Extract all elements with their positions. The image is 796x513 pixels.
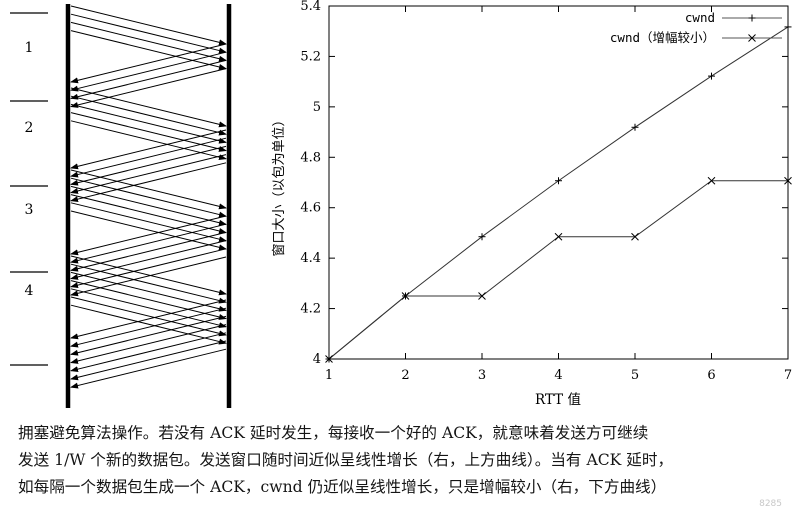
watermark: 8285 [759, 499, 782, 509]
data-packet-arrow [70, 202, 227, 243]
data-packet-arrow [70, 95, 227, 136]
ack-arrow [70, 348, 227, 389]
y-tick-label: 5.2 [300, 49, 321, 64]
ack-arrow [70, 154, 227, 194]
ack-arrow [70, 332, 227, 373]
x-axis-label: RTT 值 [535, 392, 581, 408]
ack-arrow [70, 68, 227, 108]
data-point-cwnd [555, 177, 562, 185]
data-point-cwnd-smaller [325, 355, 333, 363]
data-packet-arrow [70, 280, 227, 320]
x-tick-label: 3 [478, 368, 486, 383]
caption-line-1: 拥塞避免算法操作。若没有 ACK 延时发生，每接收一个好的 ACK，就意味着发送… [18, 424, 649, 442]
data-packet-arrow [70, 255, 227, 296]
y-tick-label: 4.8 [300, 150, 321, 165]
data-point-cwnd-smaller [401, 292, 410, 300]
data-packet-arrow [70, 120, 227, 161]
y-tick-label: 4.6 [300, 201, 321, 216]
ack-arrow [70, 315, 227, 356]
caption-line-2: 发送 1/W 个新的数据包。发送窗口随时间近似呈线性增长（右，上方曲线）。当有 … [18, 451, 674, 469]
rtt-label-1: 1 [25, 40, 34, 56]
data-packet-arrow [70, 210, 227, 251]
x-tick-label: 7 [784, 368, 792, 383]
data-packet-arrow [70, 185, 227, 226]
data-packet-arrow [70, 21, 227, 62]
data-point-cwnd-smaller [478, 292, 486, 300]
x-tick-label: 2 [401, 368, 409, 383]
cwnd-chart: 1 2 3 4 5 6 7 4 4.2 4.4 4.6 4.8 5 5.2 5.4 RTT 值 窗口大小（以… [271, 0, 792, 408]
legend-marker-cross [748, 34, 756, 42]
sequence-timeline-diagram: 1 2 3 4 [10, 4, 232, 408]
data-point-cwnd-smaller [554, 232, 563, 241]
ack-arrow [70, 231, 227, 272]
data-packet-arrow [70, 177, 227, 218]
rtt-label-4: 4 [25, 283, 34, 299]
ack-arrow [70, 162, 227, 203]
data-packet-arrow [70, 169, 227, 210]
data-packet-arrow [70, 5, 227, 46]
x-tick-label: 4 [554, 368, 562, 383]
data-packet-arrow [70, 194, 227, 234]
data-point-cwnd [478, 233, 486, 241]
ack-arrow [70, 129, 227, 170]
ack-arrow [70, 137, 227, 178]
x-tick-label: 6 [707, 368, 715, 383]
figure-caption: 拥塞避免算法操作。若没有 ACK 延时发生，每接收一个好的 ACK，就意味着发送… [18, 420, 788, 501]
y-axis-label: 窗口大小（以包为单位） [271, 113, 287, 256]
legend: cwnd cwnd（增幅较小） [610, 10, 782, 45]
legend-markers [748, 14, 756, 42]
figure: 1 2 3 4 1 2 3 4 5 6 7 4 4.2 4.4 4.6 4.8 5 5.2 5.4 RTT … [10, 0, 792, 408]
rtt-divider-lines [10, 12, 48, 366]
data-packet-arrow [70, 103, 227, 144]
legend-marker-plus [748, 14, 756, 22]
data-packet-arrow [70, 288, 227, 329]
y-tick-label: 5.4 [300, 0, 321, 14]
x-tick-label: 1 [325, 368, 333, 383]
ack-arrow [70, 223, 227, 264]
x-tick-label: 5 [631, 368, 639, 383]
axis-ticks: 1 2 3 4 5 6 7 4 4.2 4.4 4.6 4.8 5 5.2 5.4 [300, 0, 792, 383]
y-tick-label: 4.4 [300, 251, 321, 266]
data-packet-arrow [70, 112, 227, 152]
y-tick-label: 5 [313, 100, 321, 115]
ack-arrow [70, 340, 227, 381]
ack-arrow [70, 248, 227, 289]
data-point-cwnd-smaller [784, 176, 792, 185]
ack-arrow [70, 43, 227, 84]
ack-arrow [70, 299, 227, 340]
data-packet-arrow [70, 304, 227, 345]
ack-arrow [70, 307, 227, 348]
legend-label-cwnd-smaller: cwnd（增幅较小） [610, 30, 715, 45]
y-tick-label: 4 [313, 352, 321, 367]
data-point-cwnd-smaller [707, 176, 716, 185]
series-line-cwnd [328, 26, 789, 360]
ack-arrow [70, 145, 227, 186]
ack-arrow [70, 59, 227, 100]
series-line-cwnd-smaller [328, 180, 788, 360]
ack-arrow [70, 256, 227, 297]
data-packet-arrow [70, 87, 227, 128]
data-point-cwnd [631, 123, 639, 131]
data-point-cwnd [784, 23, 792, 31]
ack-arrow [70, 324, 227, 364]
ack-arrow [70, 51, 227, 92]
ack-arrow [70, 215, 227, 256]
data-packet-arrow [70, 296, 227, 337]
legend-label-cwnd: cwnd [685, 10, 715, 25]
data-packet-arrow [70, 271, 227, 312]
y-tick-label: 4.2 [300, 302, 321, 317]
caption-line-3: 如每隔一个数据包生成一个 ACK，cwnd 仍近似呈线性增长，只是增幅较小（右，… [18, 478, 667, 496]
rtt-label-3: 3 [25, 202, 34, 218]
data-packet-arrow [70, 263, 227, 304]
rtt-label-2: 2 [25, 120, 34, 136]
data-point-cwnd [708, 72, 715, 80]
ack-arrow [70, 240, 227, 280]
data-packet-arrow [70, 13, 227, 54]
series-layer [325, 23, 792, 363]
packet-arrows [70, 5, 227, 389]
data-point-cwnd-smaller [631, 232, 639, 241]
data-packet-arrow [70, 30, 227, 70]
